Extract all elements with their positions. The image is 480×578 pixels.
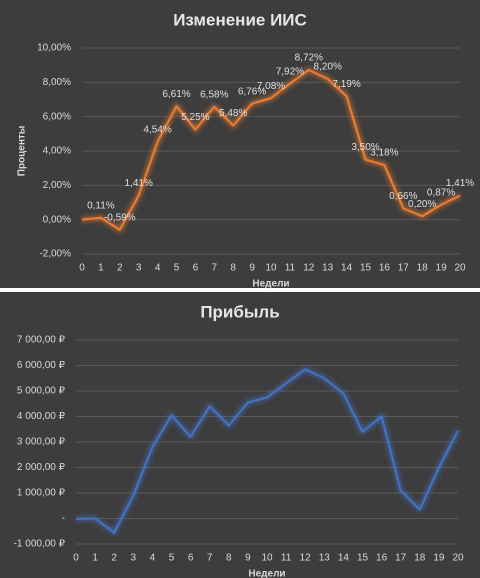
- data-label: 8,20%: [314, 62, 342, 73]
- data-label: 0,11%: [87, 200, 115, 211]
- data-label: 5,48%: [219, 108, 247, 119]
- line: [75, 368, 459, 534]
- data-label: 6,61%: [162, 89, 190, 100]
- x-tick-label: 17: [398, 263, 410, 274]
- x-tick-label: 18: [417, 263, 429, 274]
- x-tick-label: 11: [281, 553, 292, 564]
- panel: [0, 292, 480, 578]
- x-tick-label: 14: [338, 553, 350, 564]
- y-tick-label: 6 000,00 ₽: [17, 360, 66, 371]
- y-tick-label: 0,00%: [43, 214, 71, 225]
- y-tick-label: 10,00%: [37, 43, 71, 54]
- data-label: 6,76%: [238, 86, 266, 97]
- x-tick-label: 8: [230, 263, 236, 274]
- x-tick-label: 17: [395, 553, 407, 564]
- data-label: 1,41%: [125, 178, 153, 189]
- x-tick-label: 13: [322, 263, 334, 274]
- y-tick-label: -2,00%: [39, 249, 71, 260]
- x-tick-label: 19: [433, 553, 445, 564]
- x-tick-label: 20: [454, 263, 466, 274]
- data-label: 5,25%: [181, 112, 209, 123]
- x-tick-label: 5: [169, 553, 175, 564]
- y-tick-label: 5 000,00 ₽: [17, 386, 66, 397]
- y-tick-label: 7 000,00 ₽: [17, 335, 66, 346]
- data-label: 7,19%: [332, 79, 360, 90]
- x-tick-label: 15: [357, 553, 369, 564]
- x-tick-label: 8: [226, 553, 232, 564]
- y-axis-label: Проценты: [17, 126, 28, 177]
- x-tick-label: 3: [136, 263, 142, 274]
- x-tick-label: 7: [207, 553, 213, 564]
- x-tick-label: 11: [285, 263, 296, 274]
- x-tick-label: 20: [452, 553, 464, 564]
- x-tick-label: 6: [193, 263, 199, 274]
- x-tick-label: 13: [319, 553, 331, 564]
- data-label: -0,59%: [104, 212, 136, 223]
- x-tick-label: 3: [131, 553, 137, 564]
- x-tick-label: 4: [150, 553, 156, 564]
- chart-title: Изменение ИИС: [173, 10, 307, 29]
- x-tick-label: 1: [98, 263, 104, 274]
- x-tick-label: 18: [414, 553, 426, 564]
- y-tick-label: -1 000,00 ₽: [14, 539, 66, 550]
- data-label: 6,58%: [200, 89, 228, 100]
- x-tick-label: 14: [341, 263, 353, 274]
- x-tick-label: 2: [111, 553, 117, 564]
- data-label: 3,50%: [351, 142, 379, 153]
- x-tick-label: 9: [249, 263, 255, 274]
- y-tick-label: 3 000,00 ₽: [17, 437, 66, 448]
- x-tick-label: 15: [360, 263, 372, 274]
- y-tick-label: -: [62, 513, 65, 524]
- data-label: 3,18%: [370, 148, 398, 159]
- x-tick-label: 1: [92, 553, 98, 564]
- x-tick-label: 16: [379, 263, 391, 274]
- data-label: 0,20%: [408, 199, 436, 210]
- chart-title: Прибыль: [200, 302, 279, 321]
- data-label: 0,87%: [427, 187, 455, 198]
- x-tick-label: 10: [261, 553, 273, 564]
- data-label: 4,54%: [143, 124, 171, 135]
- y-tick-label: 2,00%: [43, 180, 71, 191]
- data-label: 1,41%: [446, 178, 474, 189]
- x-tick-label: 7: [212, 263, 218, 274]
- x-axis-label: Недели: [248, 569, 285, 578]
- x-tick-label: 4: [155, 263, 161, 274]
- x-tick-label: 9: [245, 553, 251, 564]
- y-tick-label: 1 000,00 ₽: [17, 488, 66, 499]
- y-tick-label: 4 000,00 ₽: [17, 411, 66, 422]
- x-tick-label: 19: [436, 263, 448, 274]
- data-label: 7,08%: [257, 81, 285, 92]
- x-tick-label: 5: [174, 263, 180, 274]
- x-tick-label: 0: [73, 553, 79, 564]
- y-tick-label: 6,00%: [43, 111, 71, 122]
- x-tick-label: 16: [376, 553, 388, 564]
- y-tick-label: 2 000,00 ₽: [17, 462, 66, 473]
- x-tick-label: 12: [300, 553, 312, 564]
- data-label: 7,92%: [276, 66, 304, 77]
- y-tick-label: 8,00%: [43, 77, 71, 88]
- x-tick-label: 0: [79, 263, 85, 274]
- x-axis-label: Недели: [252, 279, 289, 290]
- data-label: 8,72%: [295, 53, 323, 64]
- x-tick-label: 6: [188, 553, 194, 564]
- x-tick-label: 2: [117, 263, 123, 274]
- x-tick-label: 10: [265, 263, 277, 274]
- panel: [0, 0, 480, 288]
- y-tick-label: 4,00%: [43, 146, 71, 157]
- data-label: 0,66%: [389, 191, 417, 202]
- x-tick-label: 12: [303, 263, 315, 274]
- line: [81, 68, 461, 231]
